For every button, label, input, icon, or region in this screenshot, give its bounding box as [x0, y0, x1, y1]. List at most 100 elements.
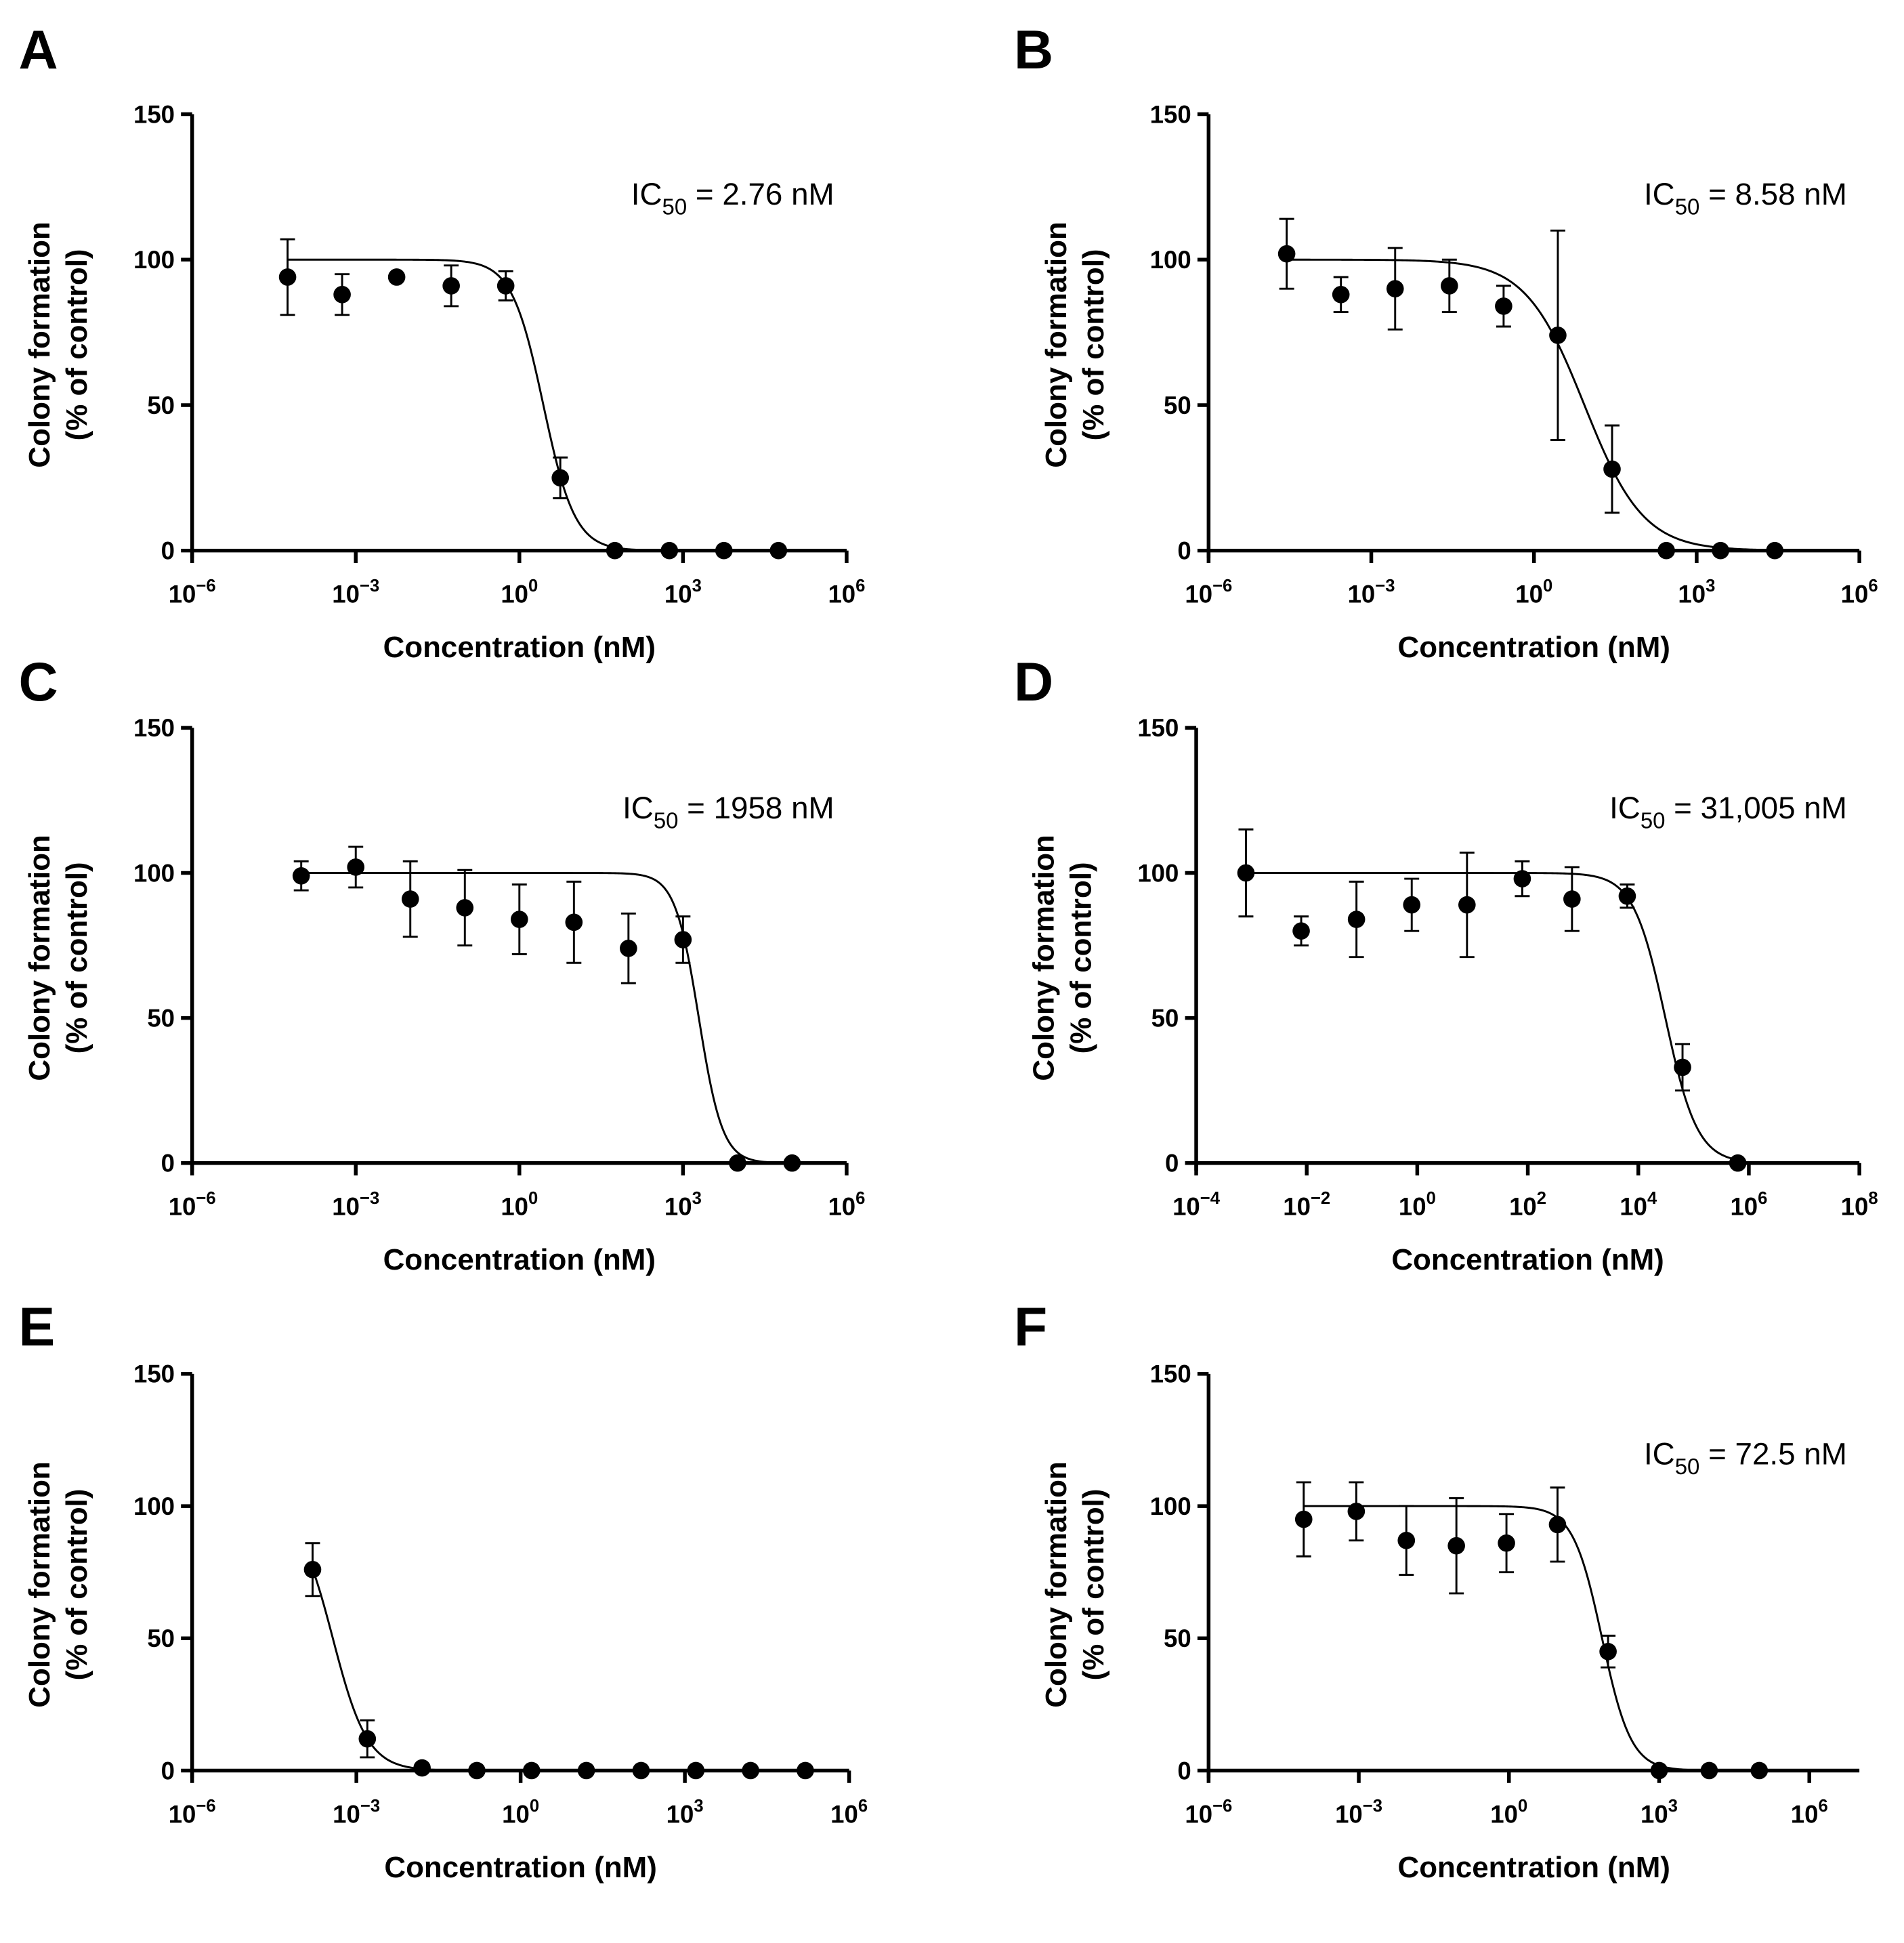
fit-curve — [1303, 1505, 1760, 1772]
x-tick-exponent: −6 — [196, 577, 215, 596]
y-tick-label: 150 — [133, 100, 175, 128]
data-point — [333, 285, 351, 304]
data-point — [303, 1560, 322, 1579]
data-point — [577, 1761, 595, 1780]
x-tick-base: 10 — [1678, 581, 1706, 608]
x-tick-base: 10 — [828, 581, 855, 608]
y-axis-title-line2: (% of control) — [60, 249, 93, 440]
y-tick-label: 100 — [133, 1492, 175, 1520]
ic50-prefix: IC — [1609, 791, 1641, 825]
x-tick-label: 10−6 — [169, 577, 216, 608]
fit-curve — [312, 1568, 805, 1772]
data-point — [1277, 245, 1296, 263]
y-axis-title-line2: (% of control) — [1077, 1489, 1110, 1681]
x-tick-base: 10 — [502, 1800, 530, 1828]
x-tick-exponent: 3 — [1706, 577, 1715, 596]
x-tick-base: 10 — [501, 1193, 528, 1221]
x-tick-base: 10 — [1841, 1193, 1869, 1221]
data-point — [660, 541, 679, 560]
x-tick-label: 102 — [1509, 1189, 1546, 1220]
x-tick-exponent: 6 — [1868, 577, 1878, 596]
x-tick-label: 104 — [1620, 1189, 1657, 1220]
x-tick-exponent: 6 — [855, 577, 865, 596]
data-point — [468, 1761, 486, 1780]
x-tick-label: 10−3 — [1335, 1797, 1382, 1828]
x-tick-label: 100 — [501, 577, 538, 608]
data-point — [1294, 1510, 1313, 1528]
data-point — [1548, 1516, 1567, 1534]
y-tick-label: 0 — [1165, 1150, 1179, 1177]
x-tick-base: 10 — [830, 1800, 858, 1828]
x-tick-label: 10−4 — [1172, 1189, 1221, 1220]
data-point — [401, 890, 419, 908]
x-tick-label: 10−3 — [333, 1797, 380, 1828]
fit-curve — [287, 258, 779, 552]
y-tick-label: 0 — [161, 1757, 175, 1784]
x-tick-exponent: −6 — [1212, 577, 1232, 596]
data-point — [632, 1761, 650, 1780]
data-point — [278, 268, 297, 286]
panel-label: F — [1014, 1297, 1047, 1358]
x-tick-base: 10 — [169, 1193, 196, 1221]
x-tick-label: 103 — [1641, 1797, 1678, 1828]
data-point — [1650, 1761, 1668, 1780]
x-tick-exponent: −6 — [1212, 1797, 1232, 1816]
x-tick-label: 103 — [1678, 577, 1715, 608]
x-tick-exponent: −6 — [196, 1797, 215, 1816]
data-point — [456, 899, 474, 917]
x-tick-base: 10 — [1509, 1193, 1537, 1221]
ic50-annotation: IC50 = 1958 nM — [622, 791, 834, 833]
x-tick-label: 103 — [664, 577, 702, 608]
x-tick-label: 10−6 — [169, 1797, 216, 1828]
y-tick-label: 0 — [1177, 537, 1191, 564]
x-tick-exponent: −3 — [360, 577, 379, 596]
x-tick-exponent: −3 — [1363, 1797, 1382, 1816]
panel-label: A — [18, 20, 58, 81]
x-tick-base: 10 — [664, 1193, 692, 1221]
x-tick-base: 10 — [1490, 1800, 1518, 1828]
x-tick-base: 10 — [1348, 581, 1376, 608]
x-tick-base: 10 — [664, 581, 692, 608]
y-axis-title-line2: (% of control) — [1077, 249, 1110, 440]
data-point — [1674, 1058, 1691, 1077]
data-point — [1386, 280, 1404, 297]
data-point — [551, 469, 570, 487]
data-point — [1347, 911, 1366, 928]
x-tick-label: 106 — [830, 1797, 868, 1828]
x-tick-label: 106 — [1791, 1797, 1828, 1828]
panel-label: D — [1014, 652, 1053, 713]
x-tick-base: 10 — [828, 1193, 855, 1221]
x-tick-base: 10 — [1730, 1193, 1758, 1221]
x-tick-label: 100 — [502, 1797, 539, 1828]
data-point — [496, 277, 515, 295]
x-tick-base: 10 — [332, 581, 360, 608]
y-tick-label: 150 — [133, 1360, 175, 1388]
x-tick-label: 10−6 — [169, 1189, 216, 1220]
y-tick-label: 150 — [1137, 714, 1179, 742]
data-point — [769, 541, 788, 560]
x-tick-label: 100 — [501, 1189, 538, 1220]
x-tick-exponent: 6 — [858, 1797, 868, 1816]
data-point — [510, 911, 528, 928]
x-tick-label: 106 — [1841, 577, 1878, 608]
ic50-value: = 2.76 nM — [687, 177, 834, 211]
x-tick-exponent: 3 — [692, 1189, 702, 1208]
ic50-value: = 1958 nM — [678, 791, 834, 825]
ic50-prefix: IC — [1644, 1436, 1675, 1471]
y-tick-label: 150 — [133, 714, 175, 742]
x-tick-exponent: 3 — [692, 577, 702, 596]
data-point — [347, 858, 365, 876]
data-point — [1495, 297, 1512, 315]
data-point — [1498, 1534, 1515, 1552]
x-tick-base: 10 — [1172, 1193, 1200, 1221]
data-point — [620, 940, 637, 957]
ic50-prefix: IC — [631, 177, 662, 211]
data-point — [687, 1761, 705, 1780]
y-tick-label: 100 — [133, 246, 175, 274]
x-tick-base: 10 — [1620, 1193, 1647, 1221]
ic50-value: = 72.5 nM — [1699, 1436, 1846, 1471]
ic50-annotation: IC50 = 2.76 nM — [631, 177, 834, 220]
data-point — [1618, 887, 1636, 905]
